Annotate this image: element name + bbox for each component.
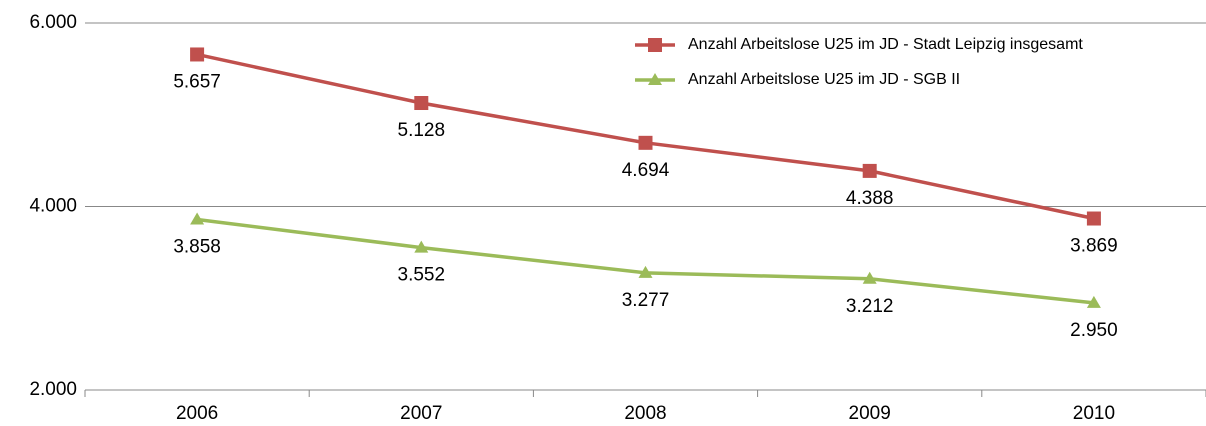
marker [414, 96, 429, 111]
marker [648, 73, 662, 85]
data-label: 4.388 [846, 188, 894, 209]
legend-label: Anzahl Arbeitslose U25 im JD - Stadt Lei… [688, 36, 1083, 53]
data-label: 3.869 [1070, 236, 1118, 257]
y-tick-label: 2.000 [29, 379, 77, 400]
y-tick-label: 6.000 [29, 12, 77, 33]
marker [638, 135, 653, 150]
data-label: 3.212 [846, 296, 894, 317]
marker [190, 212, 205, 225]
data-label: 2.950 [1070, 320, 1118, 341]
data-label: 3.277 [622, 290, 670, 311]
x-tick-label: 2008 [624, 403, 666, 424]
data-label: 3.858 [173, 237, 221, 258]
marker [1086, 295, 1101, 308]
marker [648, 38, 662, 52]
x-tick-label: 2007 [400, 403, 442, 424]
y-tick-label: 4.000 [29, 196, 77, 217]
data-label: 5.657 [173, 71, 221, 92]
x-tick-label: 2006 [176, 403, 218, 424]
marker [414, 240, 429, 253]
marker [862, 163, 877, 178]
data-label: 4.694 [622, 160, 670, 181]
legend-label: Anzahl Arbeitslose U25 im JD - SGB II [688, 71, 960, 88]
legend: Anzahl Arbeitslose U25 im JD - Stadt Lei… [635, 36, 1083, 88]
marker [1086, 211, 1101, 226]
data-label: 5.128 [398, 120, 446, 141]
x-tick-label: 2010 [1073, 403, 1115, 424]
marker [638, 265, 653, 278]
marker [190, 47, 205, 62]
x-tick-label: 2009 [849, 403, 891, 424]
data-label: 3.552 [398, 265, 446, 286]
marker [862, 271, 877, 284]
